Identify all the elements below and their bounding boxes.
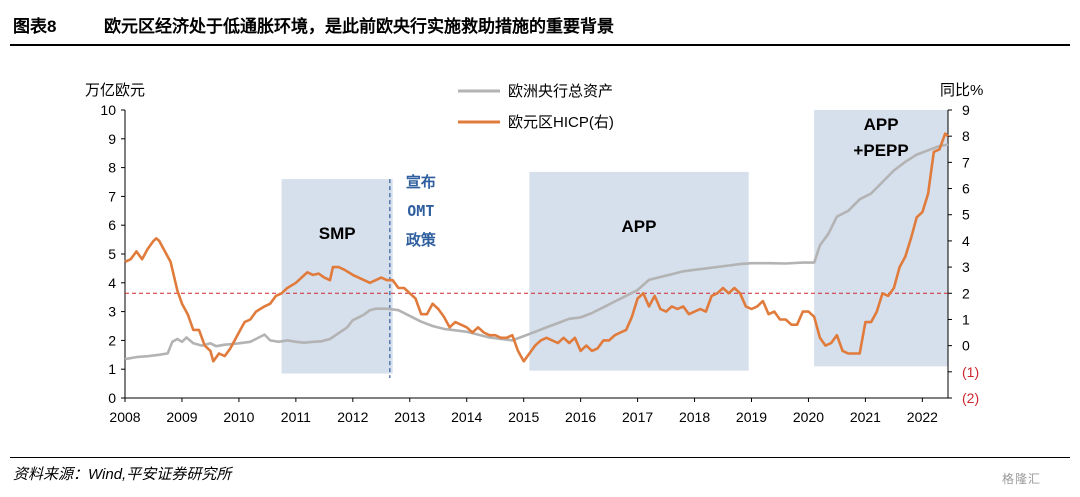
x-tick-label: 2015 (508, 409, 539, 425)
x-tick-label: 2018 (679, 409, 710, 425)
x-tick-label: 2017 (622, 409, 653, 425)
left-tick-label: 0 (108, 390, 116, 406)
left-tick-label: 7 (108, 188, 116, 204)
right-tick-label: 7 (962, 154, 970, 170)
shaded-period-1 (529, 171, 749, 371)
left-tick-label: 8 (108, 160, 116, 176)
legend-entry-0: 欧洲央行总资产 (508, 83, 613, 100)
left-tick-label: 10 (100, 102, 116, 118)
x-tick-label: 2016 (565, 409, 596, 425)
right-tick-label: 1 (962, 311, 970, 327)
series-lines (124, 132, 949, 363)
x-tick-label: 2019 (736, 409, 767, 425)
left-tick-label: 4 (108, 275, 116, 291)
right-tick-label: 9 (962, 102, 970, 118)
omt-annotation-text: 宣布 (406, 173, 436, 191)
watermark: 格隆汇 (1002, 472, 1042, 486)
left-tick-label: 2 (108, 332, 116, 348)
right-tick-label: 5 (962, 207, 970, 223)
figure-header: 图表8 欧元区经济处于低通胀环境，是此前欧央行实施救助措施的重要背景 (0, 0, 1080, 46)
right-tick-label: (1) (962, 364, 979, 380)
left-tick-label: 6 (108, 217, 116, 233)
x-tick-label: 2022 (907, 409, 938, 425)
shaded-period-label: APP (622, 217, 657, 236)
x-tick-label: 2010 (223, 409, 254, 425)
right-tick-label: 6 (962, 181, 970, 197)
axes: 0 1 2 3 4 5 6 7 8 9 10 (2) (1) 0 1 2 3 4 5 6 7 8 9 2008 2009 2010… (85, 82, 983, 425)
omt-annotation: 宣布 OMT 政策 (389, 173, 437, 378)
right-tick-label: 0 (962, 338, 970, 354)
left-axis-unit: 万亿欧元 (85, 82, 145, 99)
left-tick-label: 9 (108, 131, 116, 147)
x-tick-label: 2011 (281, 409, 311, 425)
legend-entry-1: 欧元区HICP(右) (508, 114, 614, 131)
x-tick-label: 2012 (337, 409, 368, 425)
left-tick-label: 3 (108, 304, 116, 320)
shaded-period-2 (814, 110, 948, 367)
shaded-period-label: SMP (319, 224, 356, 243)
left-tick-label: 5 (108, 246, 116, 262)
left-tick-label: 1 (108, 361, 116, 377)
right-tick-label: 2 (962, 285, 970, 301)
series-line-1 (124, 132, 949, 363)
shaded-period-label: APP (864, 115, 899, 134)
shaded-period-0 (281, 179, 393, 374)
x-tick-label: 2021 (850, 409, 881, 425)
x-tick-label: 2013 (394, 409, 425, 425)
right-tick-label: 4 (962, 233, 970, 249)
omt-annotation-text: OMT (407, 202, 434, 220)
right-tick-label: 3 (962, 259, 970, 275)
header-rule (10, 44, 1070, 46)
right-tick-label: (2) (962, 390, 979, 406)
shaded-periods: SMP APP APP +PEPP (281, 110, 948, 374)
figure-title: 欧元区经济处于低通胀环境，是此前欧央行实施救助措施的重要背景 (104, 17, 614, 36)
right-tick-label: 8 (962, 128, 970, 144)
right-axis-unit: 同比% (940, 82, 983, 99)
figure-label: 图表8 (13, 17, 57, 36)
footer-rule (10, 457, 1070, 458)
omt-annotation-text: 政策 (406, 231, 437, 249)
x-tick-label: 2008 (109, 409, 140, 425)
x-tick-label: 2009 (166, 409, 197, 425)
shaded-period-label: +PEPP (853, 141, 908, 160)
x-tick-label: 2020 (793, 409, 824, 425)
x-tick-label: 2014 (451, 409, 482, 425)
source-note: 资料来源：Wind,平安证券研究所 (13, 466, 232, 483)
